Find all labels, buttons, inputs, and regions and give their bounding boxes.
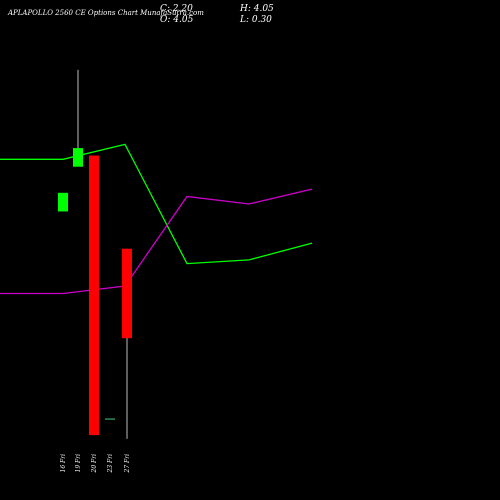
candle-body-4 — [105, 418, 115, 420]
candles — [58, 69, 132, 439]
low-value: L: 0.30 — [240, 15, 272, 25]
chart-title: APLAPOLLO 2560 CE Options Chart MunafaSu… — [8, 9, 204, 17]
candle-body-3 — [89, 155, 99, 436]
date-label: 23 Fri — [107, 454, 114, 474]
date-label: 27 Fri — [124, 454, 131, 474]
date-labels: 16 Fri 19 Fri 20 Fri 23 Fri 27 Fri — [60, 454, 131, 474]
open-value: O: 4.05 — [160, 15, 194, 25]
close-value: C: 2.20 — [160, 4, 193, 14]
indicator-lines — [0, 143, 313, 295]
indicator-line-1 — [0, 143, 313, 265]
date-label: 16 Fri — [60, 454, 67, 473]
candle-body-2 — [73, 148, 83, 167]
high-value: H: 4.05 — [240, 4, 274, 14]
candle-body-5 — [122, 248, 132, 339]
date-label: 20 Fri — [91, 454, 98, 474]
candle-body-1 — [58, 192, 68, 212]
date-label: 19 Fri — [75, 454, 82, 473]
indicator-line-2 — [0, 188, 313, 295]
